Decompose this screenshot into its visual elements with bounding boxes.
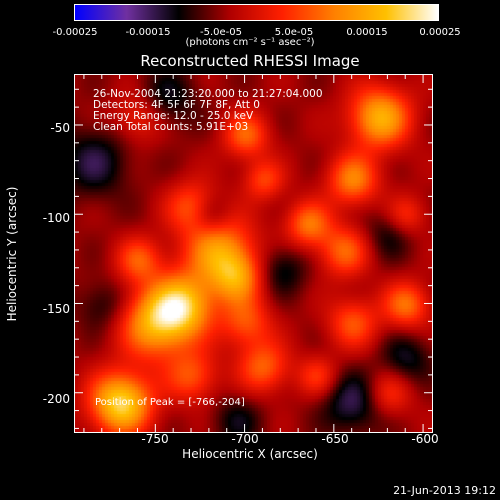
annotation-detectors: Detectors: 4F 5F 6F 7F 8F, Att 0 [93,99,260,111]
annotation-time-range: 26-Nov-2004 21:23:20.000 to 21:27:04.000 [93,88,323,100]
y-tick-label: -200 [42,392,70,406]
x-tick-label: -750 [141,432,169,446]
heatmap-image [75,75,432,432]
x-tick-label: -600 [411,432,439,446]
annotation-clean-counts: Clean Total counts: 5.91E+03 [93,121,249,133]
colorbar-units: (photons cm⁻² s⁻¹ asec⁻²) [185,37,315,48]
y-tick-label: -150 [42,302,70,316]
colorbar-tick-label: 5.0e-05 [274,27,314,38]
colorbar-tick-label: 0.00025 [419,27,461,38]
annotation-energy-range: Energy Range: 12.0 - 25.0 keV [93,110,254,122]
colorbar-gradient [75,5,438,20]
chart-title: Reconstructed RHESSI Image [140,52,360,70]
y-tick-label: -100 [42,211,70,225]
x-axis-label: Heliocentric X (arcsec) [182,447,318,461]
x-tick-label: -700 [231,432,259,446]
colorbar-tick-label: -0.00025 [52,27,98,38]
y-axis-label: Heliocentric Y (arcsec) [5,186,19,322]
footer-date: 21-Jun-2013 19:12 [393,484,496,497]
colorbar-tick-label: 0.00015 [346,27,388,38]
image-plot-area: 26-Nov-2004 21:23:20.000 to 21:27:04.000… [74,74,433,433]
y-tick-label: -50 [50,121,70,135]
colorbar-tick-label: -0.00015 [125,27,171,38]
colorbar [74,4,439,21]
x-tick-label: -650 [321,432,349,446]
annotation-peak-position: Position of Peak = [-766,-204] [95,397,245,408]
colorbar-tick-label: -5.0e-05 [200,27,242,38]
